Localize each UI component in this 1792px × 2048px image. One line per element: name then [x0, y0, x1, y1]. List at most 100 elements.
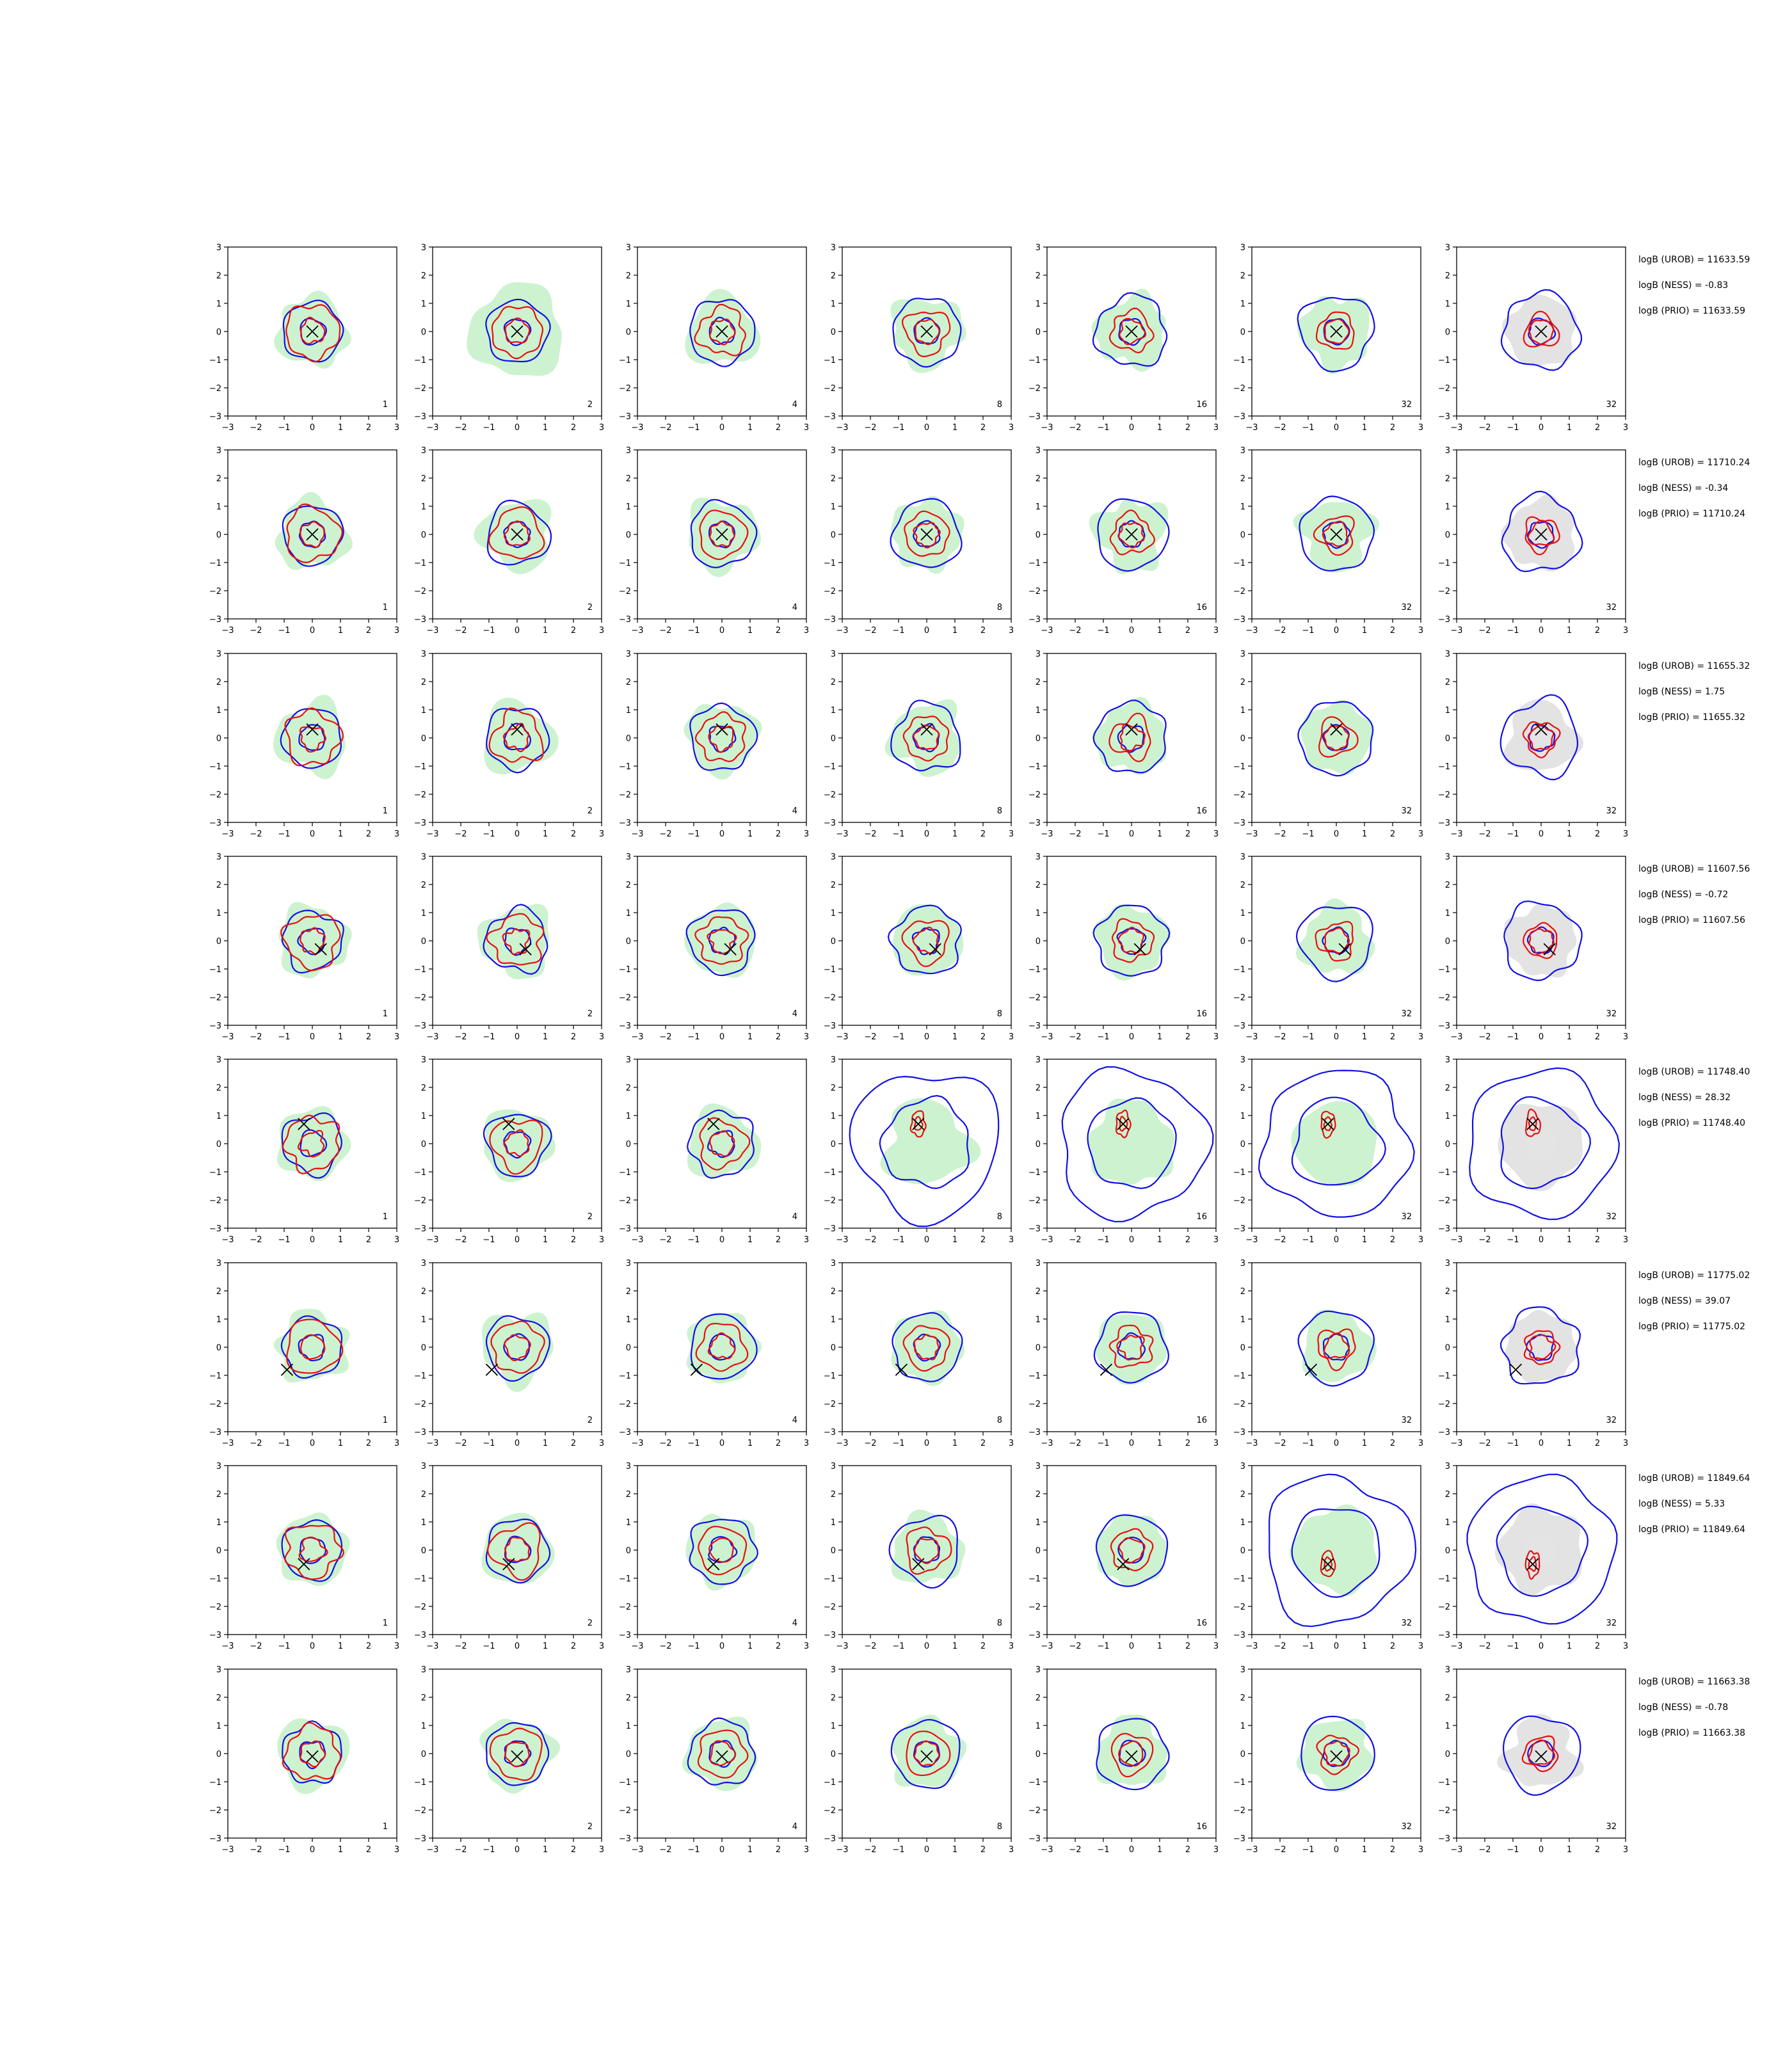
y-tick-label: −2: [209, 384, 221, 394]
y-tick-label: −1: [1438, 356, 1450, 365]
x-tick-label: −3: [221, 1235, 234, 1245]
x-tick-label: −1: [1507, 829, 1519, 839]
x-tick-label: 2: [366, 1845, 371, 1855]
y-tick-label: 1: [216, 1112, 221, 1121]
x-tick-label: −1: [1507, 1235, 1519, 1245]
x-tick-label: −3: [1245, 423, 1258, 433]
panel-count-label: 2: [588, 400, 593, 410]
contour-blue: [687, 1109, 755, 1179]
contour-blue: [1503, 900, 1583, 982]
true-value-marker: [1125, 723, 1138, 736]
contours: [891, 1309, 965, 1386]
contour-red: [709, 1130, 735, 1157]
x-tick-label: −2: [250, 626, 262, 636]
contour-red: [282, 1114, 340, 1175]
contour-blue: [503, 1332, 530, 1361]
x-tick-label: 3: [804, 1439, 809, 1448]
contours: [1293, 495, 1380, 573]
x-tick-label: 3: [1009, 1439, 1014, 1448]
true-value-marker: [929, 943, 941, 956]
x-tick-label: −2: [659, 1439, 671, 1448]
y-tick-label: −3: [209, 1224, 221, 1234]
x-tick-label: −1: [687, 1439, 700, 1448]
panel-count-label: 1: [383, 400, 388, 410]
subplot-r5-c7: −3−3 −2 −2 −1 −1 0 0 1 1 2 2 3 3 32: [1438, 1055, 1628, 1245]
contour-blue: [1268, 1473, 1417, 1628]
true-value-marker: [920, 723, 933, 736]
contour-red: [299, 726, 326, 753]
y-tick-label: 0: [626, 1750, 631, 1759]
y-tick-label: −2: [1028, 790, 1041, 800]
contour-red: [1320, 1549, 1336, 1578]
x-tick-label: −2: [454, 1032, 467, 1042]
y-tick-label: 1: [216, 1722, 221, 1731]
y-tick-label: −1: [414, 1372, 426, 1381]
contour-red: [1323, 1116, 1333, 1132]
x-tick-label: −1: [892, 829, 904, 839]
x-tick-label: −1: [1302, 626, 1314, 636]
y-tick-label: 1: [626, 1722, 631, 1731]
y-tick-label: −2: [209, 1603, 221, 1612]
x-tick-label: 0: [310, 1642, 315, 1651]
y-tick-label: −3: [1438, 615, 1450, 625]
logB-label: logB (PRIO) = 11710.24: [1638, 509, 1745, 519]
x-tick-label: 0: [515, 829, 520, 839]
contour-blue: [483, 904, 548, 975]
y-tick-label: 3: [216, 1055, 221, 1065]
y-tick-label: 3: [1240, 1462, 1245, 1471]
y-tick-label: 2: [831, 1084, 836, 1093]
subplot-r5-c1: −3−3 −2 −2 −1 −1 0 0 1 1 2 2 3 3 1: [209, 1055, 399, 1245]
x-tick-label: −3: [426, 829, 438, 839]
y-tick-label: 1: [421, 502, 426, 512]
y-tick-label: 1: [831, 706, 836, 716]
contour-red: [697, 1729, 749, 1779]
x-tick-label: 3: [394, 423, 399, 433]
panel-count-label: 16: [1196, 603, 1207, 612]
x-tick-label: 1: [338, 829, 343, 839]
x-tick-label: 1: [1157, 423, 1162, 433]
x-tick-label: 2: [1185, 1439, 1190, 1448]
true-value-marker: [920, 1750, 933, 1763]
y-tick-label: −3: [619, 1021, 631, 1031]
y-tick-label: 3: [831, 1259, 836, 1268]
subplot-r1-c3: −3−3 −2 −2 −1 −1 0 0 1 1 2 2 3 3 4: [619, 243, 809, 433]
x-tick-label: −1: [892, 1032, 904, 1042]
x-tick-label: −1: [1097, 1845, 1109, 1855]
y-tick-label: 3: [421, 1665, 426, 1675]
contour-blue: [298, 1334, 325, 1362]
x-tick-label: 0: [310, 423, 315, 433]
contour-blue: [1093, 1311, 1170, 1384]
y-tick-label: 1: [1240, 1315, 1245, 1325]
contours: [1093, 1311, 1170, 1386]
subplot-r3-c4: −3−3 −2 −2 −1 −1 0 0 1 1 2 2 3 3 8: [824, 650, 1014, 839]
true-value-marker: [1330, 325, 1343, 338]
x-tick-label: −1: [1507, 1642, 1519, 1651]
true-value-marker: [1322, 1117, 1334, 1130]
x-tick-label: −3: [631, 1845, 643, 1855]
y-tick-label: 1: [1240, 1518, 1245, 1528]
subplot-r1-c5: −3−3 −2 −2 −1 −1 0 0 1 1 2 2 3 3 16: [1028, 243, 1219, 433]
y-tick-label: 2: [1445, 881, 1450, 890]
x-tick-label: 2: [980, 829, 986, 839]
contour-red: [1323, 725, 1350, 751]
y-tick-label: 2: [831, 271, 836, 281]
y-tick-label: 0: [1240, 328, 1245, 337]
x-tick-label: −2: [659, 1845, 671, 1855]
x-tick-label: 2: [980, 423, 986, 433]
logB-label: logB (UROB) = 11710.24: [1638, 458, 1750, 468]
y-tick-label: 3: [1445, 446, 1450, 456]
y-tick-label: 1: [1240, 706, 1245, 716]
x-tick-label: 1: [543, 829, 548, 839]
x-tick-label: −3: [1041, 1845, 1053, 1855]
x-tick-label: 3: [394, 626, 399, 636]
y-tick-label: −3: [824, 1631, 836, 1640]
x-tick-label: 0: [1539, 1032, 1544, 1042]
contour-red: [502, 928, 531, 956]
panel-count-label: 32: [1606, 603, 1617, 612]
subplot-r5-c4: −3−3 −2 −2 −1 −1 0 0 1 1 2 2 3 3 8: [824, 1055, 1014, 1245]
y-tick-label: −3: [619, 412, 631, 422]
y-tick-label: 3: [1036, 243, 1041, 253]
y-tick-label: −2: [1028, 1400, 1041, 1409]
x-tick-label: 3: [1009, 1642, 1014, 1651]
x-tick-label: 1: [952, 1235, 957, 1245]
